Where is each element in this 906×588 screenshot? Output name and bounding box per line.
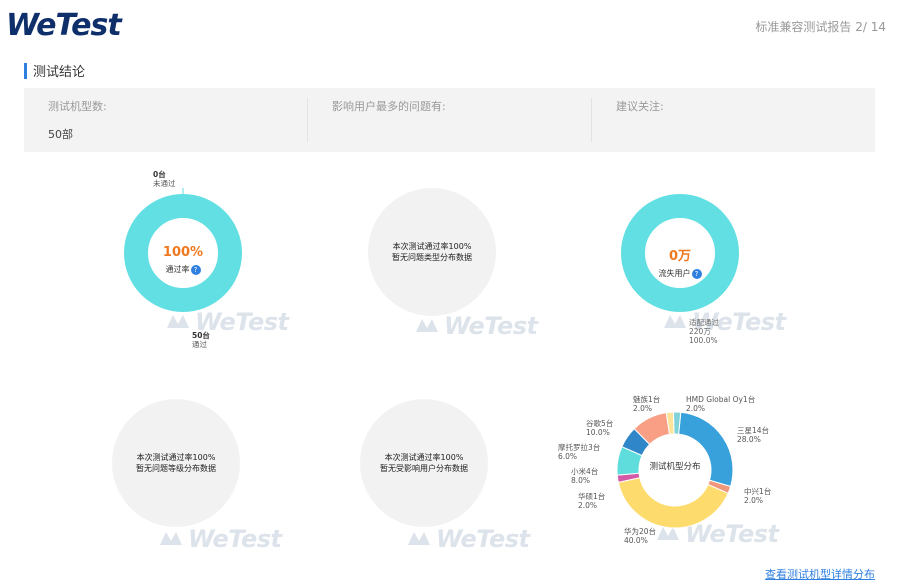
- section-accent-bar: [24, 62, 27, 79]
- watermark-logo-icon: [657, 527, 679, 540]
- watermark: WeTest: [158, 525, 282, 553]
- device-label-name: HMD Global Oy1台: [686, 395, 756, 404]
- lost-users-center: 0万 流失用户?: [640, 245, 720, 279]
- device-slice-8[interactable]: [672, 411, 682, 435]
- device-label-motorola: 摩托罗拉3台 6.0%: [558, 443, 600, 461]
- pass-label: 通过: [192, 340, 207, 349]
- watermark-logo-icon: [408, 532, 430, 545]
- lost-users-value: 0万: [668, 249, 692, 264]
- summary-top-issues: 影响用户最多的问题有:: [308, 98, 592, 142]
- empty-message-line1: 本次测试通过率100%: [392, 242, 472, 251]
- summary-panel: 测试机型数: 50部 影响用户最多的问题有: 建议关注:: [24, 88, 875, 152]
- empty-message-line2: 暂无问题等级分布数据: [136, 464, 216, 473]
- issue-type-empty-chart: 本次测试通过率100% 暂无问题类型分布数据: [368, 188, 496, 316]
- adapted-percent: 100.0%: [689, 336, 718, 345]
- empty-message-line2: 暂无问题类型分布数据: [392, 253, 472, 262]
- device-label-name: 三星14台: [737, 426, 770, 435]
- device-label-percent: 8.0%: [571, 476, 591, 485]
- watermark-logo-icon: [664, 315, 686, 328]
- affected-users-empty-chart: 本次测试通过率100% 暂无受影响用户分布数据: [360, 399, 488, 527]
- empty-message-line1: 本次测试通过率100%: [384, 453, 464, 462]
- summary-label: 建议关注:: [616, 100, 664, 113]
- summary-attention: 建议关注:: [592, 98, 875, 142]
- adapted-label: 适配通过: [689, 318, 719, 327]
- pass-rate-center: 100% 通过率?: [143, 245, 223, 275]
- watermark: WeTest: [662, 308, 786, 336]
- lost-users-label: 流失用户: [658, 269, 691, 278]
- summary-label: 测试机型数:: [48, 100, 107, 113]
- watermark: WeTest: [165, 308, 289, 336]
- device-label-name: 摩托罗拉3台: [558, 443, 601, 452]
- pass-callout: 50台 通过: [192, 331, 210, 349]
- device-label-zte: 中兴1台 2.0%: [744, 487, 771, 505]
- device-label-percent: 28.0%: [737, 435, 761, 444]
- help-icon[interactable]: ?: [691, 268, 702, 279]
- device-distribution-donut: [616, 411, 734, 529]
- lost-users-label-row: 流失用户?: [640, 268, 720, 279]
- lost-users-donut: [621, 194, 739, 312]
- device-label-name: 华为20台: [624, 527, 657, 536]
- device-label-percent: 10.0%: [586, 428, 610, 437]
- wetest-logo: WeTest: [6, 8, 122, 43]
- adapted-callout: 适配通过 220万 100.0%: [689, 318, 719, 345]
- device-label-name: 华硕1台: [578, 492, 606, 501]
- watermark: WeTest: [655, 520, 779, 548]
- summary-label: 影响用户最多的问题有:: [332, 100, 446, 113]
- summary-value: 50部: [48, 128, 73, 141]
- summary-device-count: 测试机型数: 50部: [24, 98, 308, 142]
- help-icon[interactable]: ?: [190, 264, 201, 275]
- section-title: 测试结论: [33, 65, 86, 80]
- fail-count: 0台: [153, 170, 166, 179]
- lost-users-ring: [621, 194, 739, 312]
- device-center: 测试机型分布: [632, 456, 718, 472]
- device-label-google: 谷歌5台 10.0%: [586, 419, 613, 437]
- watermark: WeTest: [406, 525, 530, 553]
- empty-message-line1: 本次测试通过率100%: [136, 453, 216, 462]
- pass-rate-label: 通过率: [165, 265, 190, 274]
- watermark-logo-icon: [160, 532, 182, 545]
- device-label-percent: 2.0%: [633, 404, 653, 413]
- device-slice-0[interactable]: [678, 411, 734, 488]
- pass-rate-label-row: 通过率?: [143, 264, 223, 275]
- device-label-name: 小米4台: [571, 467, 599, 476]
- watermark-logo-icon: [167, 315, 189, 328]
- pass-rate-donut: [124, 188, 242, 312]
- pass-rate-ring: [124, 194, 242, 312]
- device-label-percent: 40.0%: [624, 536, 648, 545]
- device-label-name: 中兴1台: [744, 487, 772, 496]
- device-label-huawei: 华为20台 40.0%: [624, 527, 656, 545]
- page-indicator: 标准兼容测试报告 2/ 14: [755, 20, 886, 34]
- fail-callout: 0台 未通过: [153, 170, 176, 188]
- device-label-name: 魅族1台: [633, 395, 661, 404]
- device-label-percent: 2.0%: [686, 404, 706, 413]
- device-label-asus: 华硕1台 2.0%: [578, 492, 605, 510]
- device-label-percent: 2.0%: [744, 496, 764, 505]
- empty-message-line2: 暂无受影响用户分布数据: [380, 464, 468, 473]
- device-label-meizu: 魅族1台 2.0%: [633, 395, 660, 413]
- adapted-users: 220万: [689, 327, 711, 336]
- device-label-hmd: HMD Global Oy1台 2.0%: [686, 395, 755, 413]
- device-detail-link[interactable]: 查看测试机型详情分布: [765, 568, 875, 581]
- fail-label: 未通过: [153, 179, 176, 188]
- device-label-percent: 6.0%: [558, 452, 578, 461]
- device-center-label: 测试机型分布: [649, 462, 701, 472]
- section-heading: 测试结论: [24, 62, 86, 80]
- watermark: WeTest: [414, 312, 538, 340]
- pass-rate-value: 100%: [162, 245, 204, 260]
- device-label-xiaomi: 小米4台 8.0%: [571, 467, 598, 485]
- issue-level-empty-chart: 本次测试通过率100% 暂无问题等级分布数据: [112, 399, 240, 527]
- device-label-percent: 2.0%: [578, 501, 598, 510]
- device-label-name: 谷歌5台: [586, 419, 614, 428]
- pass-count: 50台: [192, 331, 210, 340]
- watermark-logo-icon: [416, 319, 438, 332]
- device-label-samsung: 三星14台 28.0%: [737, 426, 769, 444]
